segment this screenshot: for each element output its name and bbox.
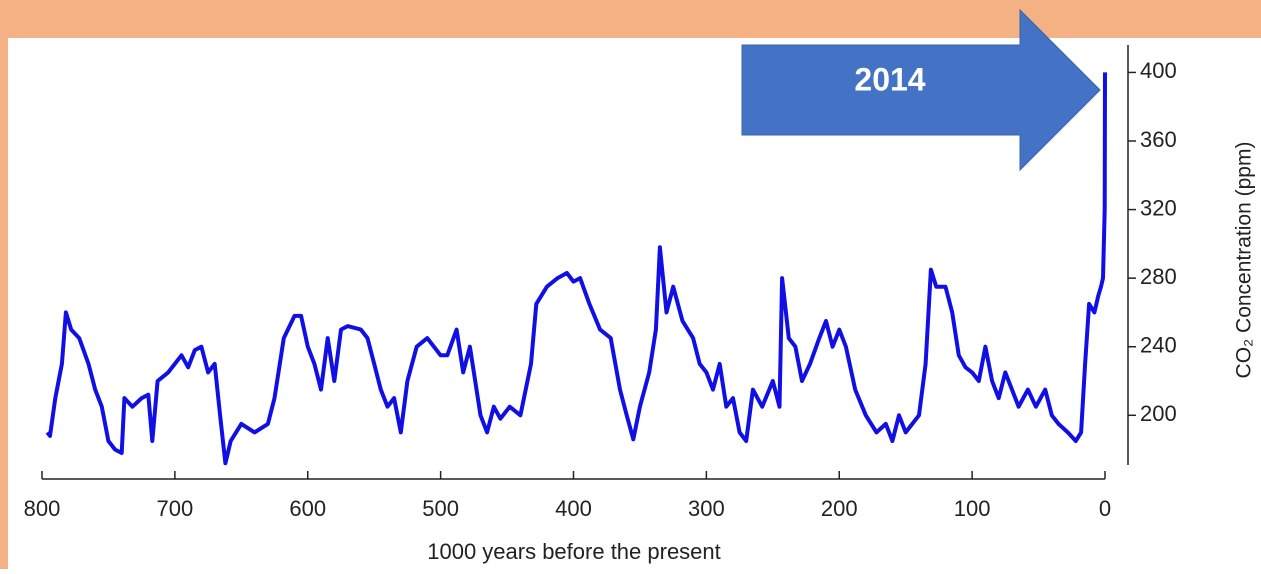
y-tick-label: 200 [1140, 401, 1177, 426]
x-tick-label: 0 [1099, 496, 1111, 521]
y-tick-label: 280 [1140, 264, 1177, 289]
x-tick-label: 600 [289, 496, 326, 521]
top-band [0, 0, 1261, 38]
x-tick-label: 400 [555, 496, 592, 521]
x-tick-label: 100 [954, 496, 991, 521]
x-tick-label: 300 [688, 496, 725, 521]
y-tick-label: 240 [1140, 333, 1177, 358]
annotation-arrow [741, 8, 1101, 172]
annotation: 2014 [854, 61, 925, 97]
y-tick-label: 400 [1140, 58, 1177, 83]
x-tick-label: 800 [24, 496, 61, 521]
x-tick-label: 500 [422, 496, 459, 521]
y-tick-label: 360 [1140, 127, 1177, 152]
x-tick-label: 200 [821, 496, 858, 521]
data-line [45, 72, 1107, 466]
x-axis-title: 1000 years before the present [427, 539, 721, 564]
x-tick-label: 700 [157, 496, 194, 521]
left-band [0, 0, 8, 569]
y-axis-title: CO₂ Concentration (ppm) [1233, 142, 1256, 379]
y-tick-label: 320 [1140, 195, 1177, 220]
